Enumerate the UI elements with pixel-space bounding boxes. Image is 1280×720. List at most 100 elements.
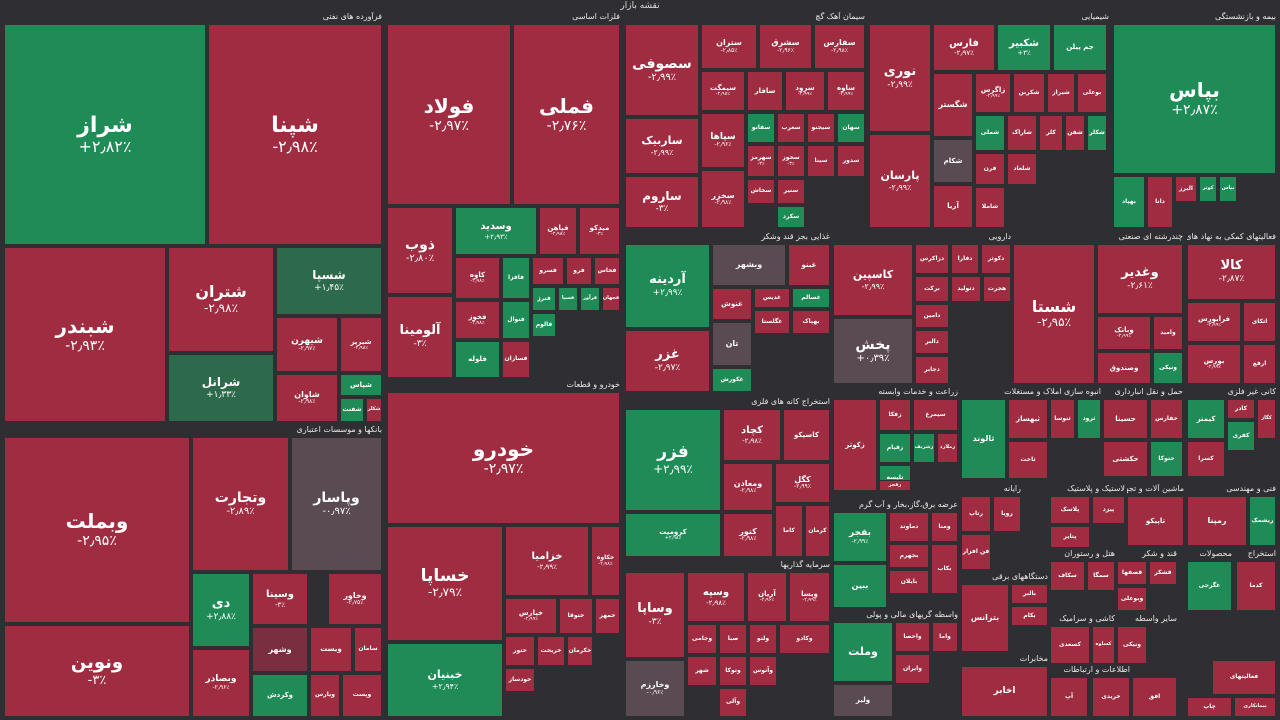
stock-tile[interactable]: بهپاد	[1113, 176, 1145, 228]
stock-tile[interactable]: وامید	[1153, 316, 1183, 350]
stock-tile[interactable]: وشهر	[252, 627, 308, 672]
stock-tile[interactable]: پیزد	[1092, 496, 1125, 524]
stock-tile[interactable]: ثرود	[1077, 399, 1101, 439]
stock-tile[interactable]: زشریف	[913, 433, 935, 463]
stock-tile[interactable]: کرومیت +۲٫۹۸٪	[625, 513, 721, 557]
stock-tile[interactable]: دفارا	[951, 244, 979, 274]
stock-tile[interactable]: فنوال	[502, 301, 530, 339]
stock-tile[interactable]: سافار	[747, 71, 783, 111]
stock-tile[interactable]: پتایر	[1050, 526, 1090, 548]
stock-tile[interactable]: حتوکا	[1150, 441, 1183, 477]
stock-tile[interactable]: فپاهن -۲٫۹۸٪	[539, 207, 577, 255]
stock-tile[interactable]: سصوفی -۲٫۹۹٪	[625, 24, 699, 116]
stock-tile[interactable]: غگلستا	[754, 310, 790, 334]
stock-tile[interactable]: بکام	[1011, 606, 1048, 626]
stock-tile[interactable]: سهرمز -۳٪	[747, 145, 775, 177]
stock-tile[interactable]: ختوقا	[559, 598, 593, 634]
stock-tile[interactable]: سخوز -۳٪	[777, 145, 805, 177]
stock-tile[interactable]: میدکو -۳٪	[579, 207, 620, 255]
stock-tile[interactable]: شفنت	[340, 398, 364, 422]
stock-tile[interactable]: دالبر	[915, 330, 949, 354]
stock-tile[interactable]: بورس -۲٫۹۹٪	[1187, 344, 1241, 384]
stock-tile[interactable]: وملت	[833, 622, 893, 682]
stock-tile[interactable]: وسپه -۲٫۹۸٪	[687, 572, 745, 622]
stock-tile[interactable]: شیهرن -۲٫۹۷٪	[276, 317, 338, 372]
stock-tile[interactable]: رتاپ	[961, 496, 991, 532]
stock-tile[interactable]: ولیز	[833, 684, 893, 717]
stock-tile[interactable]: فرو	[566, 257, 592, 285]
stock-tile[interactable]: شبندر -۲٫۹۳٪	[4, 247, 166, 422]
stock-tile[interactable]: زفکا	[879, 399, 911, 431]
stock-tile[interactable]: ثنوسا	[1050, 399, 1075, 439]
stock-tile[interactable]: وسدید +۲٫۹۳٪	[455, 207, 537, 255]
stock-tile[interactable]: کفری	[1227, 421, 1255, 451]
stock-tile[interactable]: فالوم	[532, 313, 556, 337]
stock-tile[interactable]: جم پیلن	[1053, 24, 1107, 71]
stock-tile[interactable]: ثالوند	[961, 399, 1006, 479]
stock-tile[interactable]: غنوش	[712, 288, 752, 320]
stock-tile[interactable]: غگرجی	[1187, 561, 1232, 611]
stock-tile[interactable]: کادر	[1227, 399, 1255, 419]
stock-tile[interactable]: غزر -۲٫۹۷٪	[625, 330, 710, 392]
stock-tile[interactable]: وپست	[342, 674, 382, 717]
stock-tile[interactable]: سشرق -۲٫۹۶٪	[759, 24, 812, 69]
stock-tile[interactable]: اخابر	[961, 666, 1048, 717]
stock-tile[interactable]: آریا	[933, 185, 973, 228]
stock-tile[interactable]: خزامیا -۲٫۹۹٪	[505, 526, 589, 596]
stock-tile[interactable]: سپاها -۲٫۹۶٪	[701, 113, 745, 168]
stock-tile[interactable]: شبریز -۲٫۹۸٪	[340, 317, 382, 372]
stock-tile[interactable]: بجهرم	[889, 544, 929, 568]
stock-tile[interactable]: رویا	[993, 496, 1021, 532]
stock-tile[interactable]: کدما	[1236, 561, 1276, 611]
stock-tile[interactable]: سکاف	[1050, 561, 1085, 591]
stock-tile[interactable]: شکربن	[1013, 73, 1045, 113]
stock-tile[interactable]: بپاس	[1219, 176, 1237, 202]
stock-tile[interactable]: شکام	[933, 139, 973, 183]
stock-tile[interactable]: ساربیک -۲٫۹۹٪	[625, 118, 699, 174]
stock-tile[interactable]: سامان	[354, 627, 382, 672]
stock-tile[interactable]: ستران -۲٫۸۵٪	[701, 24, 757, 69]
stock-tile[interactable]: وخارزم -۰٫۹۶٪	[625, 660, 685, 717]
stock-tile[interactable]: ویسا -۲٫۹۹٪	[789, 572, 830, 622]
stock-tile[interactable]: سرود -۲٫۹۹٪	[785, 71, 825, 111]
stock-tile[interactable]: شاراک	[1007, 115, 1037, 151]
stock-tile[interactable]: سکرد	[777, 206, 805, 228]
stock-tile[interactable]: ساوه -۲٫۹۹٪	[827, 71, 865, 111]
stock-tile[interactable]: زکوثر	[833, 399, 877, 491]
stock-tile[interactable]: وآلی	[719, 688, 747, 717]
stock-tile[interactable]: دزاکرس	[915, 244, 949, 274]
stock-tile[interactable]: فولاد -۲٫۹۷٪	[387, 24, 511, 205]
stock-tile[interactable]: ونیکی	[1153, 352, 1183, 384]
stock-tile[interactable]: واحصا	[895, 622, 930, 652]
stock-tile[interactable]: پخش +۰٫۳۹٪	[833, 318, 913, 384]
stock-tile[interactable]: فن افزار	[961, 534, 991, 570]
stock-tile[interactable]: آلومینا -۳٪	[387, 296, 453, 378]
stock-tile[interactable]: وکادو	[779, 624, 830, 654]
stock-tile[interactable]: ونوین -۳٪	[4, 625, 190, 717]
stock-tile[interactable]: بکاب	[931, 544, 958, 594]
stock-tile[interactable]: سیمگت -۲٫۹۸٪	[701, 71, 745, 111]
stock-tile[interactable]: افق	[1132, 677, 1177, 717]
stock-tile[interactable]: ساروم -۳٪	[625, 176, 699, 228]
stock-tile[interactable]: غبنو	[788, 244, 830, 286]
stock-tile[interactable]: شرانل +۱٫۳۳٪	[168, 354, 274, 422]
stock-tile[interactable]: ویارس	[310, 674, 340, 717]
stock-tile[interactable]: بایلان	[889, 570, 929, 594]
stock-tile[interactable]: ثاخت	[1008, 441, 1048, 479]
stock-tile[interactable]: سخزر -۲٫۹۸٪	[701, 170, 745, 228]
stock-tile[interactable]: ذوب -۲٫۸۰٪	[387, 207, 453, 294]
stock-tile[interactable]: سهان	[837, 113, 865, 143]
stock-tile[interactable]: دکوثر	[981, 244, 1011, 274]
stock-tile[interactable]: سغرب	[777, 113, 805, 143]
stock-tile[interactable]: اتکای	[1243, 302, 1276, 342]
stock-tile[interactable]: شستا -۲٫۹۵٪	[1013, 244, 1095, 384]
stock-tile[interactable]: شگستر	[933, 73, 973, 137]
stock-tile[interactable]: پارسان -۲٫۹۹٪	[869, 134, 931, 228]
stock-tile[interactable]: فسرو	[532, 257, 564, 285]
stock-tile[interactable]: ثبهساز	[1008, 399, 1048, 439]
stock-tile[interactable]: سمگا	[1087, 561, 1115, 591]
stock-tile[interactable]: خپارس -۲٫۹۹٪	[505, 598, 557, 634]
stock-tile[interactable]: پلاسک	[1050, 496, 1090, 524]
stock-tile[interactable]: وبصادر -۲٫۹۶٪	[192, 649, 250, 717]
stock-tile[interactable]: خبنیان +۲٫۹۴٪	[387, 643, 503, 717]
